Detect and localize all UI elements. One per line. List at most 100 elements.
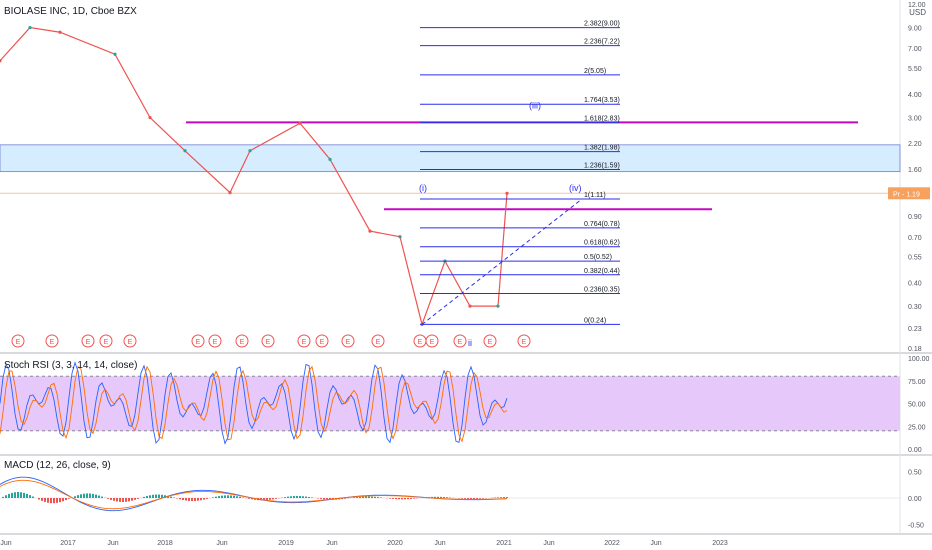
macd-histogram-bar (2, 496, 4, 498)
macd-histogram-bar (473, 498, 475, 500)
macd-histogram-bar (59, 498, 61, 503)
stoch-k-line (0, 361, 508, 445)
macd-histogram-bar (299, 496, 301, 498)
earnings-marker-label: E (346, 339, 351, 346)
macd-axis-tick: 0.00 (908, 496, 922, 503)
earnings-marker-label: E (86, 339, 91, 346)
earnings-marker (341, 334, 355, 348)
macd-histogram-bar (65, 498, 67, 501)
macd-histogram-bar (221, 495, 223, 498)
fib-level-label: 1(1.11) (584, 192, 606, 199)
price-axis-tick: 1.60 (908, 167, 922, 174)
macd-histogram-bar (80, 494, 82, 498)
macd-histogram-bar (398, 498, 400, 500)
macd-histogram-bar (17, 492, 19, 498)
macd-histogram-bar (119, 498, 121, 502)
price-axis-tick: 3.00 (908, 116, 922, 123)
macd-histogram-bar (215, 496, 217, 498)
macd-histogram-bar (431, 496, 433, 498)
earnings-marker (123, 334, 137, 348)
earnings-marker-label: E (213, 339, 218, 346)
macd-histogram-bar (482, 498, 484, 499)
macd-histogram-bar (269, 498, 271, 500)
macd-histogram-bar (476, 498, 478, 499)
macd-histogram-bar (164, 495, 166, 498)
earnings-marker-label: E (196, 339, 201, 346)
price-axis-tick: 0.23 (908, 326, 922, 333)
price-point (113, 52, 117, 56)
macd-histogram-bar (137, 498, 139, 499)
earnings-marker-label: E (320, 339, 325, 346)
macd-histogram-bar (86, 493, 88, 498)
macd-histogram-bar (371, 496, 373, 498)
macd-histogram-bar (200, 498, 202, 501)
macd-histogram-bar (185, 498, 187, 501)
time-axis-tick: 2019 (278, 540, 294, 547)
time-axis-tick: 2023 (712, 540, 728, 547)
macd-histogram-bar (464, 498, 466, 499)
fib-level-label: 0.618(0.62) (584, 240, 620, 247)
price-axis-tick: 5.50 (908, 66, 922, 73)
earnings-marker (483, 334, 497, 348)
price-point (248, 149, 252, 153)
macd-histogram-bar (407, 498, 409, 500)
macd-histogram-bar (74, 496, 76, 498)
earnings-marker (297, 334, 311, 348)
stoch-axis-tick: 75.00 (908, 379, 926, 386)
macd-axis-tick: 0.50 (908, 469, 922, 476)
macd-histogram-bar (440, 496, 442, 498)
current-price-tag (888, 187, 930, 200)
macd-histogram-bar (107, 498, 109, 499)
wave-label: ii (468, 338, 472, 348)
price-axis-tick: 7.00 (908, 46, 922, 53)
price-axis-tick: 0.90 (908, 214, 922, 221)
macd-histogram-bar (251, 498, 253, 500)
fib-level-label: 0.236(0.35) (584, 287, 620, 294)
macd-histogram-bar (20, 492, 22, 498)
macd-histogram-bar (131, 498, 133, 501)
earnings-marker-label: E (50, 339, 55, 346)
macd-histogram-bar (191, 498, 193, 502)
macd-histogram-bar (497, 497, 499, 498)
price-point (228, 191, 232, 195)
price-point (496, 304, 500, 308)
price-point (468, 304, 472, 308)
price-point (183, 149, 187, 153)
macd-histogram-bar (227, 495, 229, 498)
macd-histogram-bar (326, 498, 328, 500)
macd-histogram-bar (230, 495, 232, 498)
wave-label: (iii) (529, 100, 541, 110)
macd-histogram-bar (302, 496, 304, 498)
earnings-marker-label: E (266, 339, 271, 346)
macd-histogram-bar (395, 498, 397, 500)
macd-histogram-bar (275, 498, 277, 499)
earnings-marker-label: E (418, 339, 423, 346)
macd-histogram-bar (212, 497, 214, 498)
time-axis-tick: Jun (543, 540, 554, 547)
macd-label: MACD (12, 26, close, 9) (4, 460, 111, 471)
macd-histogram-bar (134, 498, 136, 500)
price-point (58, 30, 62, 34)
time-axis-tick: Jun (216, 540, 227, 547)
macd-histogram-bar (380, 497, 382, 498)
macd-histogram-bar (434, 496, 436, 498)
price-axis-tick: 0.55 (908, 255, 922, 262)
macd-histogram-bar (206, 498, 208, 499)
price-axis-tick: 4.00 (908, 92, 922, 99)
macd-histogram-bar (14, 492, 16, 498)
fib-level-label: 0.382(0.44) (584, 268, 620, 275)
macd-histogram-bar (236, 496, 238, 498)
macd-histogram-bar (353, 497, 355, 498)
macd-histogram-bar (467, 498, 469, 499)
macd-histogram-bar (122, 498, 124, 503)
macd-histogram-bar (500, 497, 502, 498)
macd-histogram-bar (89, 493, 91, 498)
macd-histogram-bar (311, 497, 313, 498)
earnings-marker-label: E (302, 339, 307, 346)
macd-axis-tick: -0.50 (908, 523, 924, 530)
stoch-d-line (0, 365, 508, 443)
macd-histogram-bar (125, 498, 127, 502)
macd-histogram-bar (182, 498, 184, 500)
macd-histogram-bar (128, 498, 130, 502)
